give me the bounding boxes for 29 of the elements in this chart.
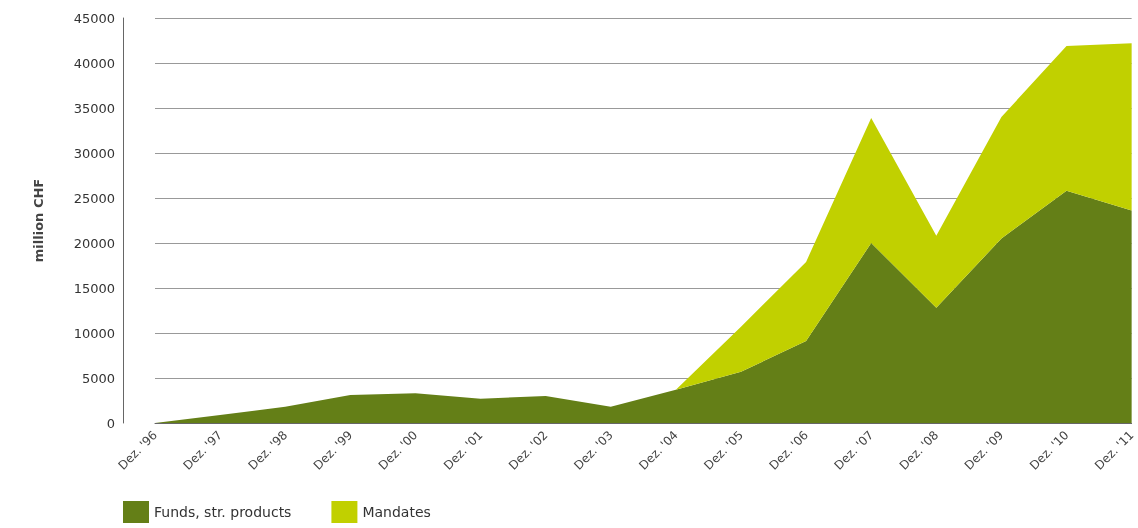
legend-label: Mandates xyxy=(362,504,431,520)
x-tick-label: Dez. '99 xyxy=(310,428,356,473)
x-tick-label: Dez. '03 xyxy=(571,428,616,473)
y-tick-label: 40000 xyxy=(73,55,115,71)
y-tick-label: 45000 xyxy=(73,10,115,26)
legend-label: Funds, str. products xyxy=(154,504,292,520)
x-tick-label: Dez. '05 xyxy=(701,428,746,473)
x-tick-label: Dez. '01 xyxy=(440,428,486,473)
x-tick-label: Dez. '97 xyxy=(180,428,226,473)
y-tick-label: 15000 xyxy=(73,280,115,296)
y-tick-label: 20000 xyxy=(73,235,115,251)
x-tick-label: Dez. '00 xyxy=(375,428,421,473)
x-tick-label: Dez. '11 xyxy=(1091,428,1137,473)
x-tick-label: Dez. '02 xyxy=(506,428,551,473)
x-tick-label: Dez. '06 xyxy=(766,428,812,473)
y-tick-label: 35000 xyxy=(73,100,115,116)
y-tick-label: 25000 xyxy=(73,190,115,206)
y-axis-title: million CHF xyxy=(31,178,46,263)
y-tick-label: 30000 xyxy=(73,145,115,161)
x-tick-label: Dez. '04 xyxy=(636,428,681,473)
y-tick-label: 0 xyxy=(106,415,115,431)
y-tick-label: 5000 xyxy=(81,370,115,386)
x-tick-label: Dez. '09 xyxy=(961,428,1007,473)
x-tick-label: Dez. '10 xyxy=(1026,428,1072,473)
x-tick-label: Dez. '07 xyxy=(831,428,877,473)
x-tick-label: Dez. '08 xyxy=(896,428,942,473)
x-tick-label: Dez. '98 xyxy=(245,428,291,473)
x-tick-label: Dez. '96 xyxy=(115,428,160,473)
y-tick-label: 10000 xyxy=(73,325,115,341)
